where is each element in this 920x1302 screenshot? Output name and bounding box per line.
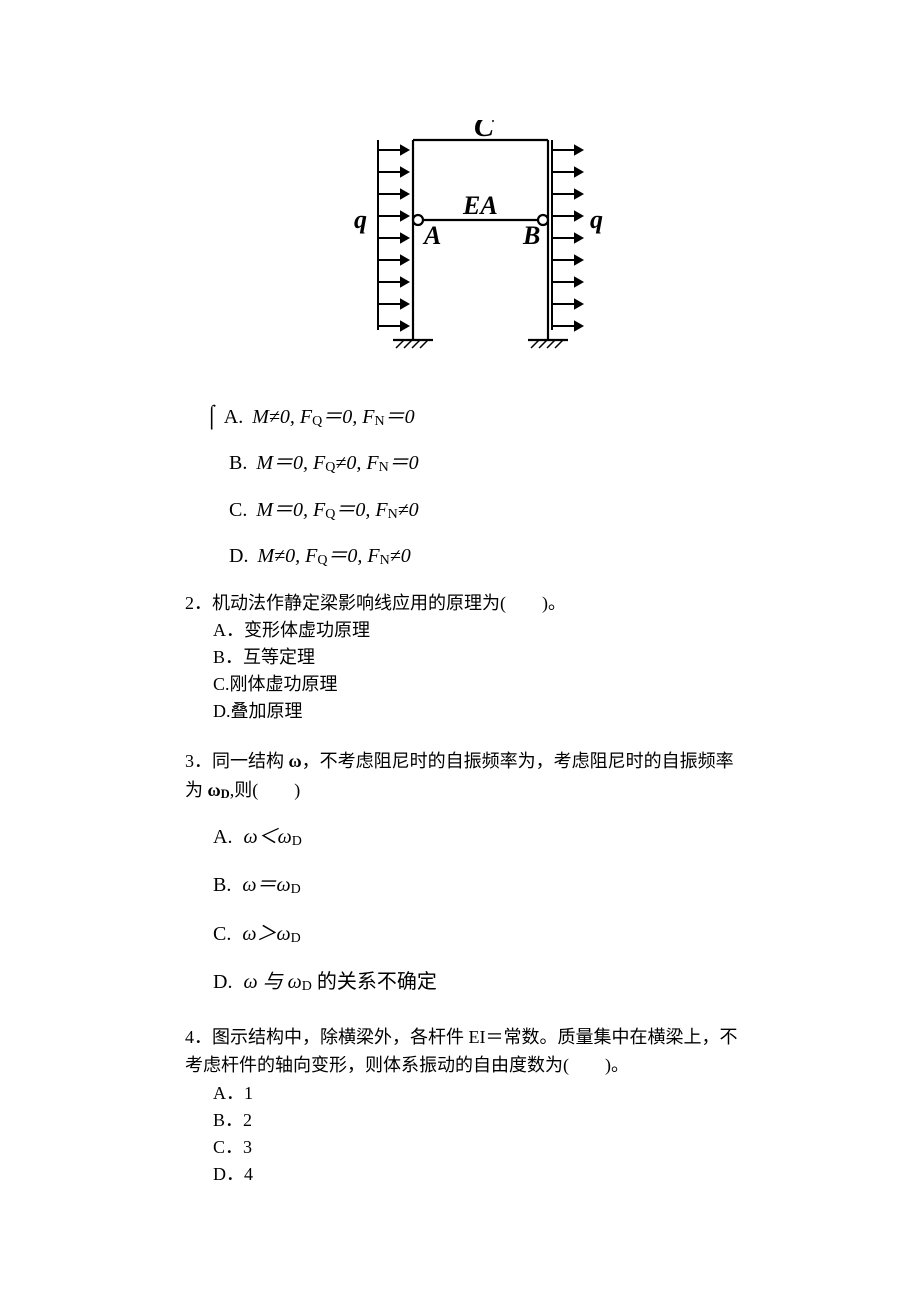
q1-D-sub1: Q [317,553,327,568]
q3-C-txt: ω＞ω [242,923,290,945]
q1-A-sub2: N [374,414,384,429]
q3-D-sub: D [302,979,312,994]
q3-A-sub: D [292,834,302,849]
q1-C-end: ≠0 [398,499,419,521]
q1-A-sub1: Q [312,414,322,429]
q3-D-pre: ω 与 ω [243,971,301,993]
q2-number: 2． [185,593,212,613]
q1-D-lead: D. [229,545,248,567]
q3-stem-pre: 同一结构 [212,751,289,771]
q1-C-lead: C. [229,499,247,521]
q4-option-D: D．4 [213,1161,750,1188]
q4-options: A．1 B．2 C．3 D．4 [213,1080,750,1188]
q3-B-lead: B. [213,874,231,896]
brace-icon: ⌠ [205,403,224,428]
frame-diagram: C EA A B q q [318,120,618,380]
q3-omega2-sub: D [221,787,230,801]
q1-A-mid: ＝0, F [322,406,374,428]
q1-C-mid: ＝0, F [335,499,387,521]
q1-option-B: B. M＝0, FQ≠0, FN＝0 [229,447,750,479]
q1-option-C: C. M＝0, FQ＝0, FN≠0 [229,494,750,526]
q1-B-lead: B. [229,452,247,474]
q1-B-sub1: Q [325,460,335,475]
q3-B-txt: ω＝ω [242,874,290,896]
q1-C-body: M＝0, F [256,499,325,521]
q2-option-A: A．变形体虚功原理 [213,617,750,644]
label-q-right: q [590,205,603,234]
q3-D-post: 的关系不确定 [312,971,437,993]
q2-option-D: D.叠加原理 [213,698,750,725]
q3-option-A: A. ω＜ωD [213,821,750,853]
q1-D-end: ≠0 [390,545,411,567]
q1-C-sub1: Q [325,507,335,522]
q1-A-body: M≠0, F [252,406,312,428]
q3-C-lead: C. [213,923,231,945]
q1-option-A: ⌠ A. M≠0, FQ＝0, FN＝0 [205,398,750,433]
label-q-left: q [354,205,367,234]
q4-option-C: C．3 [213,1134,750,1161]
q3-options: A. ω＜ωD B. ω＝ωD C. ω＞ωD D. ω 与 ωD 的关系不确定 [213,821,750,999]
label-EA: EA [462,191,498,220]
q1-figure: C EA A B q q [185,120,750,380]
q1-A-end: ＝0 [385,406,415,428]
q3-B-sub: D [291,882,301,897]
q2-option-B: B．互等定理 [213,644,750,671]
label-C: C [474,120,495,143]
q3-omega2: ω [208,780,221,800]
q3-D-lead: D. [213,971,232,993]
q3-A-lead: A. [213,826,232,848]
q2-stem: 机动法作静定梁影响线应用的原理为( )。 [212,593,566,613]
q2-options: A．变形体虚功原理 B．互等定理 C.刚体虚功原理 D.叠加原理 [213,617,750,725]
q1-C-sub2: N [388,507,398,522]
q4-option-B: B．2 [213,1107,750,1134]
q4-stem-line: 4．图示结构中，除横梁外，各杆件 EI＝常数。质量集中在横梁上，不考虑杆件的轴向… [185,1023,750,1081]
q1-option-D: D. M≠0, FQ＝0, FN≠0 [229,540,750,572]
q2-option-C: C.刚体虚功原理 [213,671,750,698]
q3-number: 3． [185,751,212,771]
q4-stem: 图示结构中，除横梁外，各杆件 EI＝常数。质量集中在横梁上，不考虑杆件的轴向变形… [185,1027,738,1076]
q1-D-sub2: N [380,553,390,568]
q3: 3．同一结构 ω，不考虑阻尼时的自振频率为，考虑阻尼时的自振频率为 ωD,则( … [185,747,750,998]
q2: 2．机动法作静定梁影响线应用的原理为( )。 A．变形体虚功原理 B．互等定理 … [185,589,750,726]
q1-B-sub2: N [379,460,389,475]
q1-B-end: ＝0 [389,452,419,474]
q1-D-mid: ＝0, F [327,545,379,567]
q3-option-B: B. ω＝ωD [213,869,750,901]
q1-A-lead: A. [224,406,243,428]
q3-omega1: ω [289,751,302,771]
label-B: B [522,221,540,250]
q4-option-A: A．1 [213,1080,750,1107]
q3-option-D: D. ω 与 ωD 的关系不确定 [213,966,750,998]
q1-D-body: M≠0, F [257,545,317,567]
q3-C-sub: D [291,931,301,946]
q4-number: 4． [185,1027,212,1047]
q1-B-body: M＝0, F [256,452,325,474]
label-A: A [422,221,441,250]
q3-stem-post: ,则( ) [230,780,301,800]
q3-A-txt: ω＜ω [243,826,291,848]
q4: 4．图示结构中，除横梁外，各杆件 EI＝常数。质量集中在横梁上，不考虑杆件的轴向… [185,1023,750,1189]
q1-B-mid: ≠0, F [335,452,378,474]
q3-option-C: C. ω＞ωD [213,918,750,950]
q1-options: ⌠ A. M≠0, FQ＝0, FN＝0 B. M＝0, FQ≠0, FN＝0 … [205,398,750,573]
